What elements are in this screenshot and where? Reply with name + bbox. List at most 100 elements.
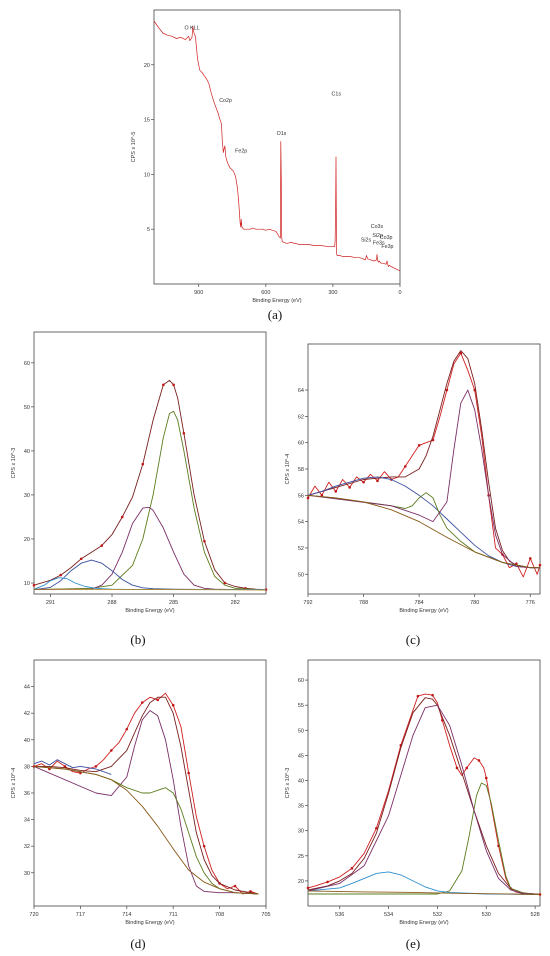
peak-annotation: Fe3s [373,241,385,247]
x-tick-label: 720 [29,912,38,918]
y-tick-label: 56 [298,493,304,499]
chart-panel-b: 291 288 285 282 10 20 30 40 50 60 Binding Energy (… [4,328,272,616]
x-tick-label: 0 [398,290,401,296]
data-point [326,880,329,884]
data-point [48,767,51,771]
plot-frame [33,659,267,907]
data-point [172,383,175,387]
data-point [203,539,206,543]
data-point [79,771,82,775]
peak-annotation: Si2p [372,233,383,239]
y-tick-label: 20 [24,537,30,543]
y-tick-label: 34 [24,818,30,824]
x-tick-label: 528 [531,912,540,918]
data-point [348,486,351,489]
y-tick-label: 60 [298,678,304,684]
x-tick-label: 788 [359,600,368,606]
x-axis-label: Binding Energy (eV) [399,920,448,926]
peak-annotation: O KLL [185,26,200,32]
y-tick-label: 20 [144,63,150,69]
x-tick-label: 530 [482,912,491,918]
data-point [484,776,488,780]
chart-panel-a: 900 600 300 0 5 10 15 20 Binding Energy (eV) CPS … [128,8,418,304]
x-tick-label: 900 [194,290,203,296]
y-tick-label: 15 [144,118,150,124]
data-point [417,444,421,447]
data-point [538,563,542,567]
x-tick-label: 300 [328,290,337,296]
y-tick-label: 58 [298,467,304,473]
y-tick-label: 55 [298,703,304,709]
caption-e: (e) [405,936,421,951]
x-tick-label: 711 [169,912,178,918]
peak-annotation: Si2s [361,237,372,243]
chart-svg-c: 792 788 784 780 776 50 52 54 56 58 60 62 64 Binding E… [285,343,542,614]
series-line-d-4 [33,759,112,775]
data-point [162,383,165,387]
x-tick-label: 282 [231,600,240,606]
caption-a: (a) [267,307,283,322]
x-tick-label: 780 [470,600,479,606]
data-point [334,490,338,493]
x-tick-label: 536 [335,912,344,918]
y-tick-label: 60 [24,361,30,367]
series-line-d-1 [34,696,259,895]
y-tick-label: 30 [24,871,30,877]
peak-annotation: Co2p [219,98,232,104]
y-tick-label: 5 [147,227,150,233]
data-point [375,826,378,830]
data-point [431,693,434,697]
data-point [100,544,104,547]
x-tick-label: 776 [526,600,535,606]
x-tick-label: 288 [107,600,116,606]
data-point [110,749,113,752]
series-line-d-2 [33,710,259,895]
data-point [63,765,67,768]
data-point [362,480,365,484]
y-tick-label: 50 [24,405,30,411]
data-point [171,703,175,707]
y-tick-label: 20 [298,879,304,885]
series-line-d-3 [33,765,259,895]
x-axis-label: Binding Energy (eV) [125,920,174,926]
data-point [156,698,160,702]
data-point [350,867,354,870]
y-tick-label: 25 [298,854,304,860]
y-axis-label: CPS x 10^-3 [11,448,17,479]
data-point [431,438,435,442]
data-point [223,581,227,585]
series-line-c-5 [307,494,540,569]
x-tick-label: 714 [122,912,131,918]
y-tick-label: 44 [24,685,30,691]
data-point [94,765,98,768]
y-tick-label: 30 [24,493,30,499]
data-point [32,583,36,587]
data-point [182,431,186,435]
y-tick-label: 60 [298,441,304,447]
data-point [403,465,407,468]
data-point [376,479,379,483]
series-line-b-4 [33,577,266,591]
series-line-c-1 [307,350,540,569]
x-tick-label: 708 [215,912,224,918]
chart-svg-a: 900 600 300 0 5 10 15 20 Binding Energy (eV) CPS … [131,9,402,304]
data-point [141,462,145,466]
peak-annotation: Co3p [380,235,393,241]
data-point [528,557,532,560]
y-axis-label: CPS x 10^-4 [285,454,291,485]
x-tick-label: 705 [261,912,270,918]
data-point [306,496,310,500]
data-point [477,759,481,762]
y-tick-label: 40 [24,449,30,455]
y-tick-label: 32 [24,844,30,850]
peak-annotation: C1s [332,91,342,97]
data-point [306,886,310,890]
data-point [249,890,252,893]
series-line-b-2 [33,506,266,591]
data-point [202,844,206,848]
data-point [187,771,190,775]
series-line-e-5 [307,890,541,895]
y-tick-label: 30 [298,829,304,835]
x-tick-label: 717 [76,912,85,918]
x-axis-label: Binding Energy (eV) [252,298,301,304]
